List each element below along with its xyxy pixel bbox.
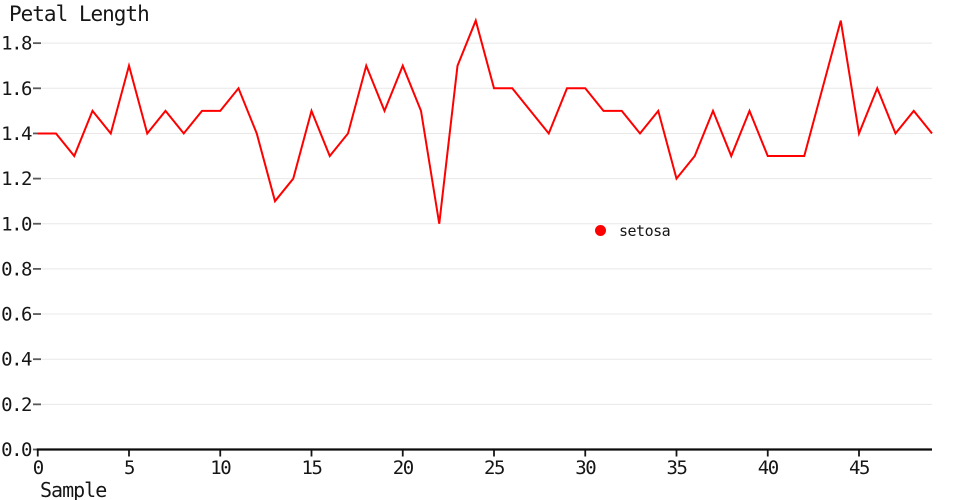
y-tick-label: 0.8 bbox=[1, 258, 32, 280]
x-tick-label: 20 bbox=[393, 457, 414, 479]
x-tick-label: 10 bbox=[210, 457, 231, 479]
x-tick-label: 45 bbox=[849, 457, 869, 479]
legend-marker-setosa-icon bbox=[595, 225, 606, 236]
y-tick-label: 1.0 bbox=[1, 213, 32, 235]
y-tick-label: 0.2 bbox=[1, 394, 31, 416]
x-tick-label: 15 bbox=[302, 457, 322, 479]
y-tick-label: 0.6 bbox=[1, 304, 32, 326]
x-tick-label: 25 bbox=[484, 457, 504, 479]
x-tick-label: 30 bbox=[575, 457, 596, 479]
x-tick-label: 40 bbox=[758, 457, 779, 479]
x-tick-label: 0 bbox=[33, 457, 44, 479]
y-tick-label: 1.8 bbox=[1, 33, 32, 55]
chart-title: Petal Length bbox=[9, 2, 149, 26]
y-tick-label: 0.0 bbox=[1, 439, 32, 461]
legend: setosa bbox=[595, 222, 671, 240]
legend-label-setosa: setosa bbox=[619, 222, 670, 240]
y-tick-label: 0.4 bbox=[1, 349, 32, 371]
x-axis-label: Sample bbox=[40, 478, 106, 500]
series-line-setosa bbox=[37, 17, 933, 224]
x-tick-label: 35 bbox=[667, 457, 687, 479]
x-tick-label: 5 bbox=[124, 457, 134, 479]
y-tick-label: 1.6 bbox=[1, 78, 32, 100]
y-tick-label: 1.4 bbox=[1, 123, 32, 145]
chart-plot-area: 0.0 0.2 0.4 0.6 0.8 1.0 1.2 1.4 1.6 1.8 0 5 10 15 20 25… bbox=[1, 17, 933, 479]
y-tick-label: 1.2 bbox=[1, 168, 31, 190]
